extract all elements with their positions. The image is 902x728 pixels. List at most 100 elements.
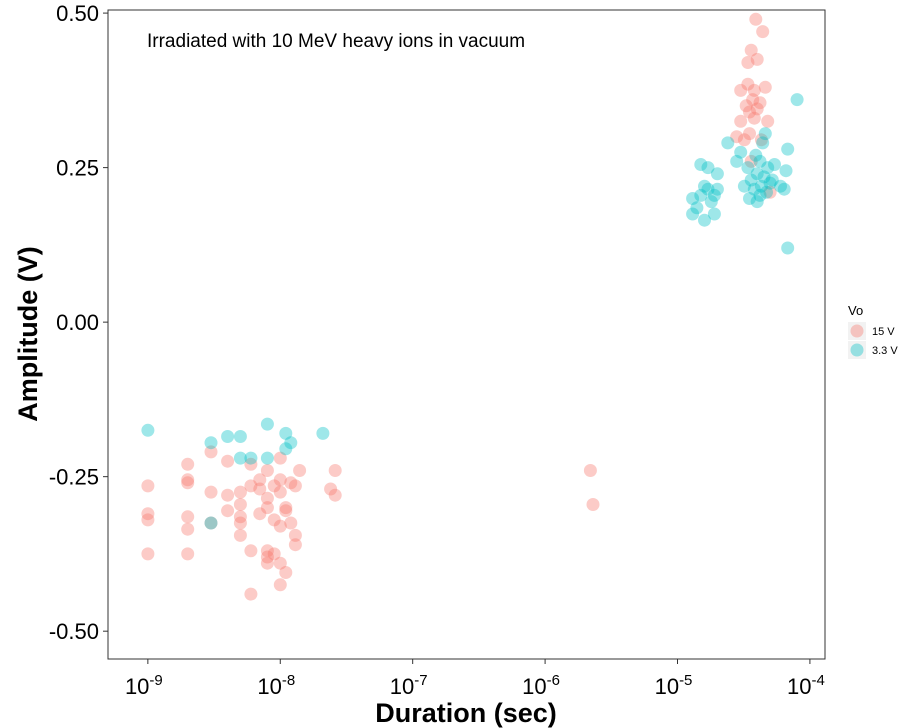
data-point-3-3v-54 <box>790 93 804 107</box>
data-point-15v-69 <box>747 83 761 97</box>
data-point-3-3v-16 <box>694 158 708 171</box>
data-point-15v-18 <box>233 510 247 524</box>
data-point-15v-36 <box>267 547 281 561</box>
data-point-15v-7 <box>181 510 195 524</box>
data-point-3-3v-3 <box>221 430 235 443</box>
data-point-3-3v-32 <box>743 192 756 205</box>
y-tick-label: 0.00 <box>56 310 99 335</box>
data-point-3-3v-45 <box>761 161 775 175</box>
data-point-15v-35 <box>267 513 281 527</box>
data-point-3-3v-5 <box>233 451 247 465</box>
x-tick-label: 10-6 <box>522 672 560 699</box>
data-point-15v-44 <box>279 504 293 518</box>
x-tick-label: 10-9 <box>125 672 163 699</box>
data-point-15v-78 <box>744 154 758 168</box>
data-point-15v-47 <box>284 516 298 530</box>
data-point-15v-9 <box>181 547 195 561</box>
legend: Vo 15 V 3.3 V <box>848 303 898 359</box>
data-point-3-3v-19 <box>698 179 711 193</box>
data-point-3-3v-43 <box>758 127 772 141</box>
data-point-15v-0 <box>141 479 155 493</box>
data-point-15v-66 <box>744 43 758 57</box>
data-point-3-3v-9 <box>279 426 293 440</box>
data-point-15v-13 <box>221 454 235 468</box>
data-point-3-3v-18 <box>698 213 711 227</box>
data-point-3-3v-29 <box>734 145 748 159</box>
data-point-15v-29 <box>260 491 274 505</box>
data-point-15v-71 <box>750 102 764 116</box>
legend-key-3-3v <box>850 343 864 357</box>
data-point-3-3v-38 <box>753 188 767 202</box>
data-point-15v-74 <box>754 133 768 147</box>
data-point-15v-49 <box>288 528 302 542</box>
data-point-3-3v-37 <box>750 167 764 181</box>
data-point-15v-72 <box>750 52 764 66</box>
data-point-15v-67 <box>746 93 760 107</box>
data-point-15v-8 <box>181 522 195 536</box>
data-point-15v-53 <box>328 464 342 477</box>
data-point-15v-24 <box>244 587 258 601</box>
legend-title: Vo <box>848 303 863 318</box>
data-point-15v-34 <box>267 479 281 493</box>
legend-items: 15 V 3.3 V <box>848 322 898 359</box>
data-point-15v-63 <box>741 56 755 69</box>
data-point-3-3v-41 <box>756 136 770 150</box>
data-point-15v-4 <box>181 457 195 471</box>
data-point-15v-48 <box>288 479 302 493</box>
data-point-3-3v-53 <box>781 241 795 255</box>
data-point-15v-15 <box>221 504 235 518</box>
data-point-3-3v-40 <box>754 179 768 193</box>
data-point-3-3v-26 <box>710 167 724 181</box>
data-point-15v-57 <box>730 130 744 144</box>
data-point-15v-17 <box>233 498 247 511</box>
data-point-3-3v-46 <box>763 176 777 190</box>
data-point-3-3v-24 <box>707 188 721 202</box>
data-point-15v-28 <box>260 464 274 477</box>
data-point-3-3v-49 <box>774 179 787 193</box>
data-point-3-3v-23 <box>707 207 721 221</box>
data-point-15v-16 <box>233 485 247 499</box>
data-point-3-3v-8 <box>260 451 274 465</box>
data-point-15v-64 <box>743 127 756 141</box>
data-point-15v-39 <box>273 485 287 499</box>
data-point-15v-11 <box>204 485 218 499</box>
y-tick-label: -0.50 <box>49 619 99 644</box>
data-point-15v-33 <box>260 556 274 570</box>
x-tick-label: 10-8 <box>257 672 295 699</box>
data-point-15v-41 <box>273 556 287 570</box>
data-point-15v-3 <box>141 547 155 561</box>
data-point-15v-79 <box>761 114 775 128</box>
data-point-15v-25 <box>253 473 267 487</box>
legend-key-bg <box>848 341 866 359</box>
data-point-3-3v-51 <box>779 164 793 178</box>
data-point-3-3v-39 <box>753 154 767 168</box>
data-point-3-3v-14 <box>686 192 700 205</box>
y-tick-label: -0.25 <box>49 465 99 490</box>
data-point-15v-19 <box>233 516 247 530</box>
data-point-3-3v-21 <box>701 161 715 175</box>
data-point-15v-43 <box>279 501 293 515</box>
data-point-15v-59 <box>734 83 748 97</box>
y-tick-label: 0.25 <box>56 156 99 181</box>
data-point-15v-54 <box>328 488 342 502</box>
data-point-15v-2 <box>141 513 155 527</box>
legend-label-15v: 15 V <box>872 326 895 338</box>
data-point-3-3v-50 <box>777 182 791 196</box>
data-point-15v-23 <box>244 544 258 558</box>
data-point-15v-26 <box>253 482 267 496</box>
data-point-3-3v-35 <box>749 148 763 162</box>
data-point-15v-75 <box>756 25 770 39</box>
data-point-15v-21 <box>244 457 258 471</box>
data-point-3-3v-20 <box>701 182 715 196</box>
data-point-15v-61 <box>739 99 753 113</box>
data-point-15v-12 <box>204 516 218 530</box>
data-point-3-3v-52 <box>781 142 795 156</box>
data-point-15v-14 <box>221 488 235 502</box>
data-point-15v-27 <box>253 507 267 521</box>
data-point-3-3v-48 <box>768 158 781 171</box>
data-point-3-3v-47 <box>765 173 779 187</box>
data-point-15v-76 <box>758 80 772 94</box>
data-point-15v-38 <box>273 473 287 487</box>
